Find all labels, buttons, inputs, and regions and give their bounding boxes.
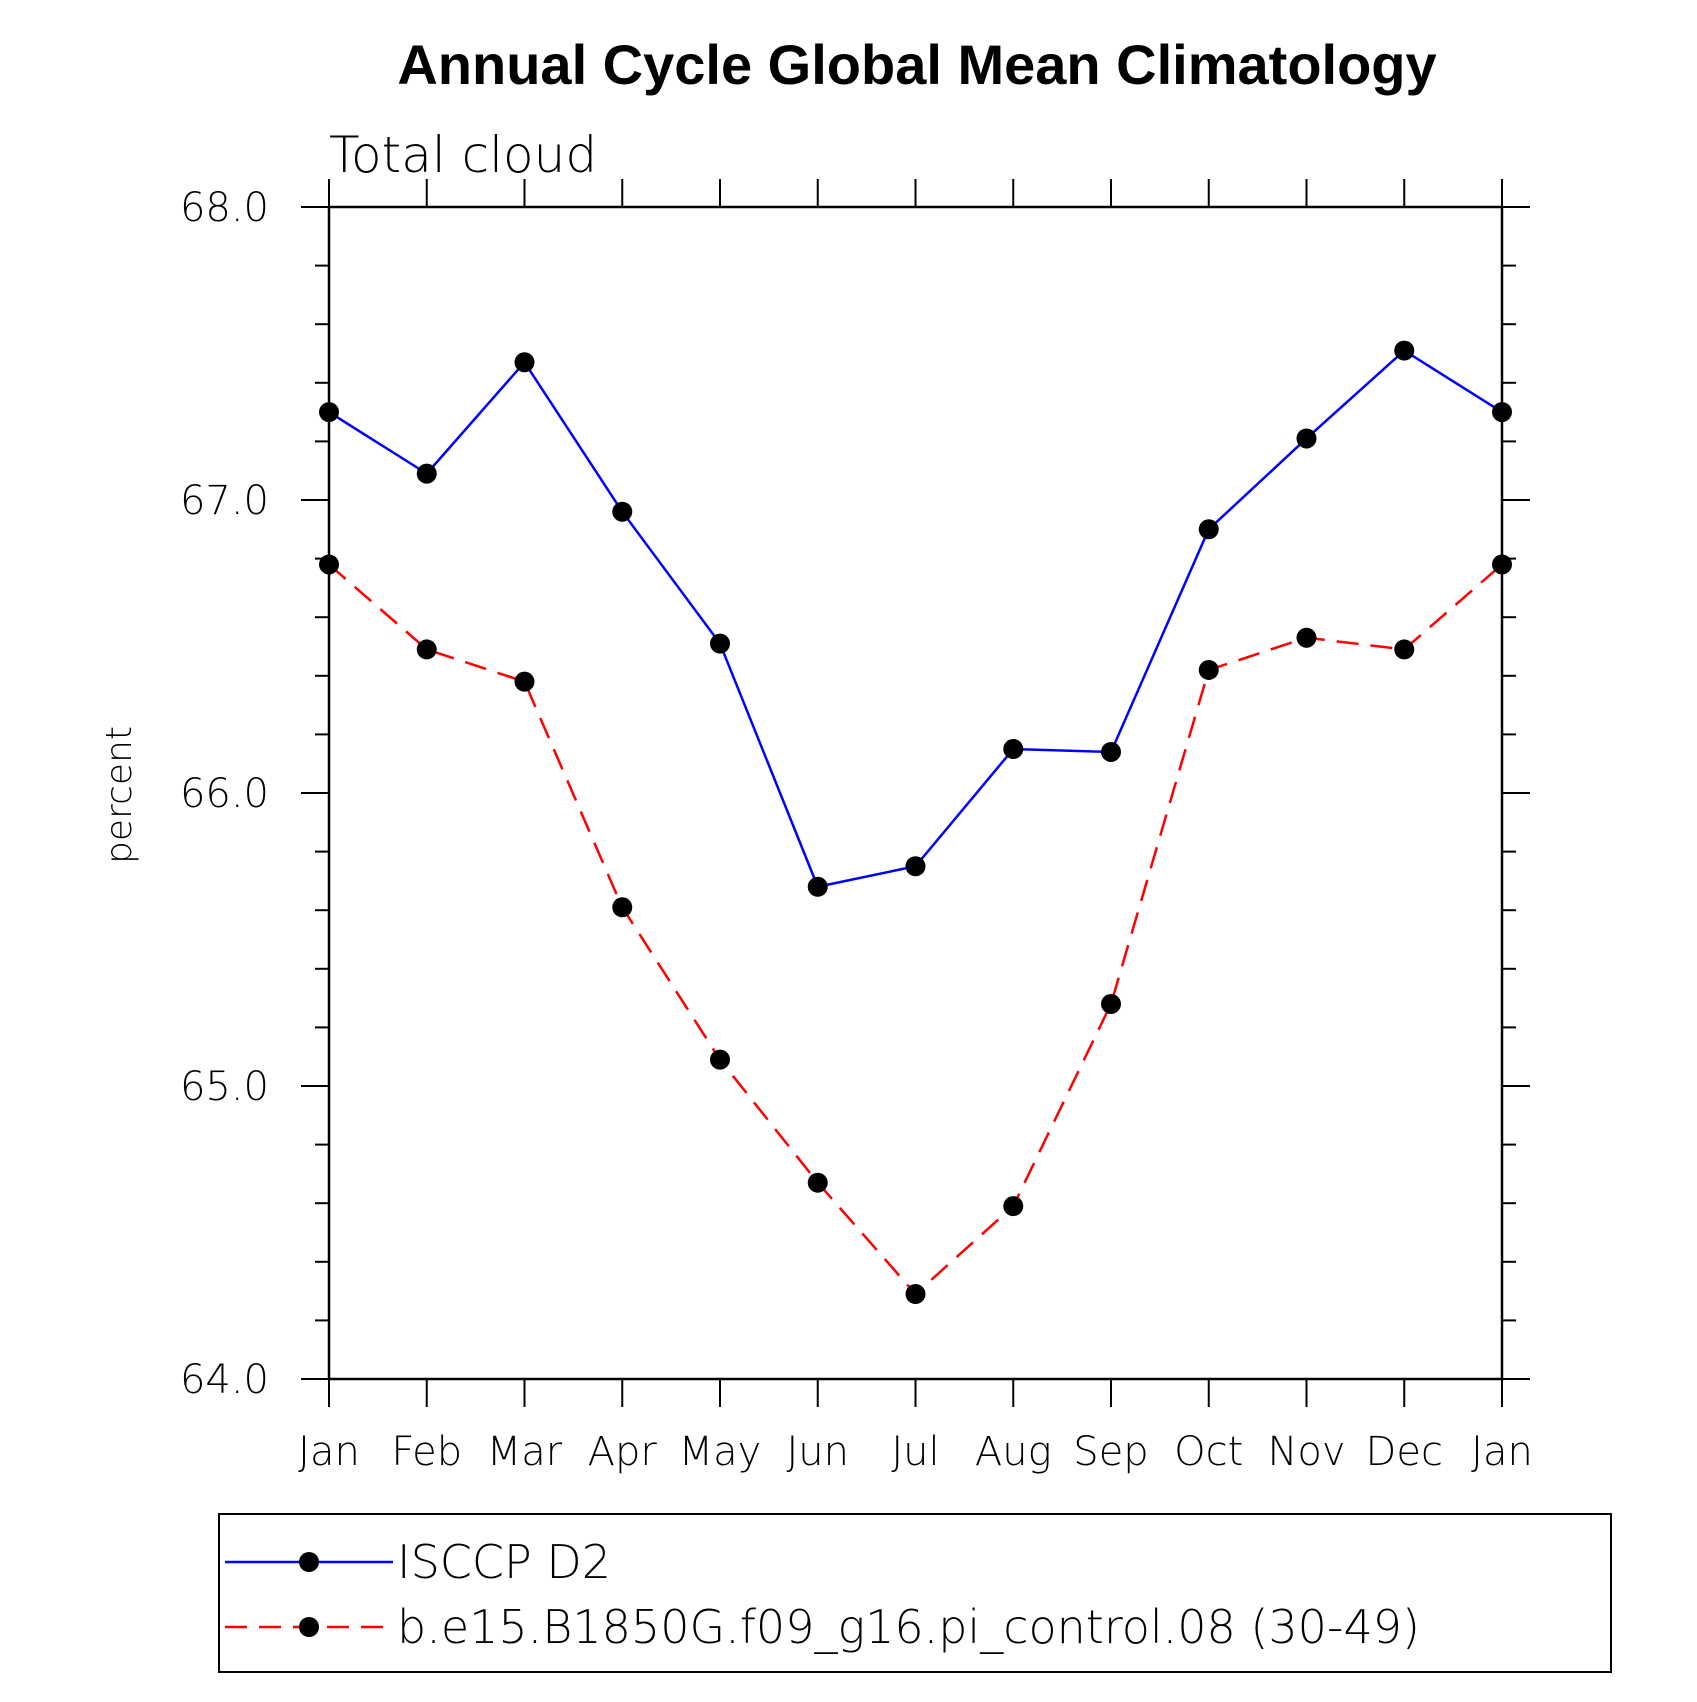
y-tick-label: 68.0 (180, 185, 269, 231)
data-point (1198, 659, 1219, 680)
x-tick-label: Feb (391, 1429, 462, 1475)
legend-marker (299, 1617, 319, 1637)
data-point (1492, 402, 1512, 423)
x-axis: Jan Feb Mar Apr May Jun Jul Aug Sep Oct Nov Dec Jan (298, 179, 1533, 1475)
data-point (1101, 993, 1121, 1014)
x-tick-label: Apr (588, 1429, 658, 1475)
series-line (328, 563, 1503, 1296)
x-tick-label: Jul (891, 1429, 939, 1475)
legend-box (218, 1513, 1612, 1673)
series-2 (319, 554, 1512, 1305)
data-point (612, 897, 633, 918)
legend-label: ISCCP D2 (397, 1535, 611, 1589)
chart-subtitle: Total cloud (329, 126, 597, 184)
x-tick-label: Jan (1471, 1429, 1533, 1475)
y-tick-label: 67.0 (180, 478, 269, 524)
legend-label: b.e15.B1850G.f09_g16.pi_control.08 (30-4… (397, 1600, 1420, 1654)
data-point (1394, 639, 1415, 660)
data-point (319, 554, 339, 575)
data-point (1296, 627, 1317, 648)
legend-marker (299, 1552, 319, 1572)
series-line (328, 349, 1503, 889)
x-tick-label: Sep (1073, 1429, 1148, 1475)
x-tick-label: Jun (787, 1429, 850, 1475)
chart-title: Annual Cycle Global Mean Climatology (397, 33, 1436, 96)
data-point (1003, 1196, 1024, 1217)
data-point (905, 1284, 926, 1305)
x-tick-label: Nov (1267, 1429, 1345, 1475)
data-point (514, 352, 535, 373)
data-point (1003, 739, 1024, 760)
y-tick-label: 65.0 (180, 1064, 269, 1110)
data-point (514, 671, 535, 692)
data-point (1296, 428, 1317, 449)
x-tick-label: Oct (1174, 1429, 1243, 1475)
data-point (1101, 741, 1121, 762)
x-tick-label: Mar (487, 1429, 563, 1475)
x-tick-label: Dec (1366, 1429, 1443, 1475)
data-point (612, 501, 633, 522)
data-point (416, 639, 437, 660)
data-point (1394, 340, 1415, 361)
data-point (710, 633, 730, 654)
data-point (319, 402, 339, 423)
legend: ISCCP D2 b.e15.B1850G.f09_g16.pi_control.… (218, 1513, 1612, 1673)
y-tick-label: 66.0 (180, 771, 269, 817)
series-layer (319, 340, 1512, 1305)
series-1 (319, 340, 1512, 897)
data-point (1492, 554, 1512, 575)
data-point (416, 463, 437, 484)
data-point (905, 856, 926, 877)
data-point (807, 876, 828, 897)
y-axis-label: percent (99, 726, 140, 864)
data-point (710, 1049, 730, 1070)
x-tick-label: Jan (298, 1429, 360, 1475)
y-tick-label: 64.0 (180, 1357, 269, 1403)
x-tick-label: May (679, 1429, 762, 1475)
y-axis: 64.0 65.0 66.0 67.0 68.0 (180, 185, 1530, 1403)
x-tick-label: Aug (975, 1429, 1052, 1475)
data-point (1198, 519, 1219, 540)
data-point (807, 1172, 828, 1193)
